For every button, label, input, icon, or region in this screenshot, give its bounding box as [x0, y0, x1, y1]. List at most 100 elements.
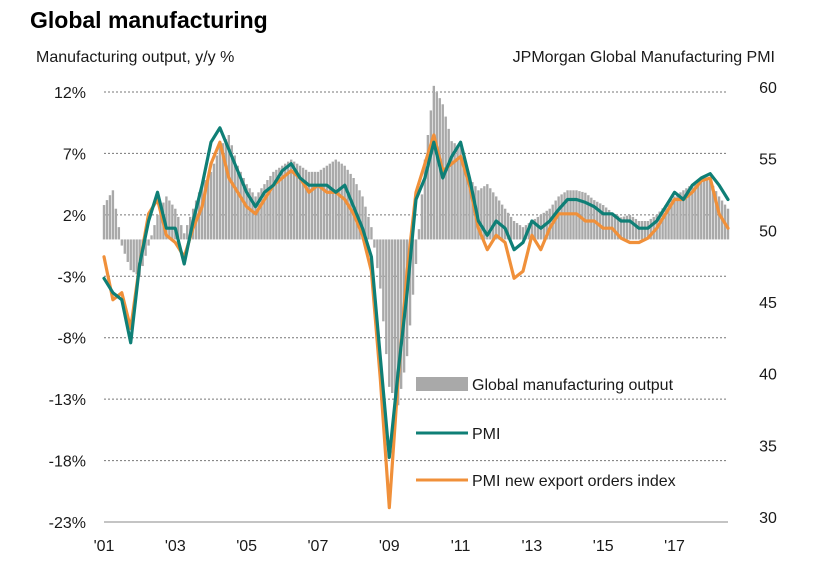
output-bar — [622, 216, 626, 240]
output-bar — [512, 221, 516, 240]
output-bar — [227, 135, 230, 240]
x-tick-label: '17 — [664, 538, 685, 555]
x-tick-label: '01 — [94, 538, 115, 555]
output-bar — [132, 239, 135, 273]
left-tick-label: -8% — [58, 331, 86, 348]
output-bar — [616, 215, 620, 240]
output-bar — [165, 196, 168, 240]
output-bar — [706, 179, 709, 240]
output-bar — [298, 165, 302, 240]
x-tick-label: '07 — [308, 538, 329, 555]
output-bar — [257, 192, 260, 240]
output-bar — [156, 214, 159, 240]
output-bar — [676, 194, 679, 240]
output-bar — [688, 186, 691, 240]
output-bar — [590, 197, 593, 240]
output-bar — [717, 196, 721, 240]
output-bar — [212, 163, 216, 240]
output-bar — [483, 186, 486, 240]
output-bar — [613, 214, 617, 240]
output-bar — [533, 218, 537, 240]
output-bar — [471, 182, 474, 240]
right-axis-title: JPMorgan Global Manufacturing PMI — [513, 49, 775, 66]
output-bar — [147, 239, 150, 246]
output-bar — [714, 191, 718, 240]
output-bar — [370, 227, 373, 240]
output-bar — [420, 194, 424, 240]
output-bar — [340, 163, 343, 240]
output-bar — [376, 239, 379, 269]
output-bar — [388, 239, 391, 387]
output-bar — [284, 163, 287, 240]
output-bar — [560, 194, 563, 240]
output-bar — [224, 139, 228, 240]
pmi-line — [102, 126, 730, 460]
output-bar — [295, 163, 299, 240]
output-bar — [117, 227, 121, 240]
output-bar — [637, 221, 641, 240]
output-bar — [444, 116, 447, 240]
output-bar — [150, 235, 153, 240]
output-bar — [652, 216, 655, 240]
output-bar — [447, 128, 450, 240]
output-bar — [278, 167, 281, 240]
output-bar — [203, 180, 207, 240]
output-bar — [391, 239, 394, 393]
output-bar — [379, 239, 382, 289]
output-bar — [108, 195, 112, 240]
output-bar — [120, 239, 124, 246]
output-bar — [304, 169, 308, 240]
x-tick-label: '15 — [593, 538, 614, 555]
output-bar — [171, 204, 174, 240]
output-bar — [703, 178, 706, 240]
output-bar — [260, 188, 263, 240]
output-bar — [521, 227, 525, 240]
output-bar — [604, 207, 608, 240]
output-bar — [486, 184, 489, 240]
output-bar — [307, 171, 311, 240]
output-bar — [495, 196, 498, 240]
output-bar — [287, 161, 290, 240]
output-bar — [700, 178, 703, 240]
output-bar — [180, 225, 183, 240]
output-bar — [177, 216, 180, 240]
output-bar — [263, 184, 266, 240]
output-bar — [628, 214, 632, 240]
legend-swatch-output — [416, 377, 468, 391]
output-bar — [245, 184, 248, 240]
output-bar — [450, 141, 453, 240]
x-tick-label: '03 — [165, 538, 186, 555]
output-bar — [248, 188, 251, 240]
left-tick-label: -18% — [49, 454, 86, 471]
output-bar — [435, 92, 438, 240]
output-bar — [456, 145, 459, 240]
right-axis-ticks: 60 55 50 45 40 35 30 — [759, 80, 777, 527]
output-bar — [114, 208, 118, 240]
output-bar — [129, 239, 132, 271]
output-bar — [239, 171, 242, 240]
output-bar — [254, 196, 257, 240]
export-orders-line — [102, 133, 730, 510]
output-bar — [144, 239, 147, 256]
output-bar — [664, 205, 667, 240]
output-bar — [557, 196, 560, 240]
output-bar — [322, 167, 326, 240]
gridlines — [104, 91, 728, 462]
output-bar — [385, 239, 388, 355]
output-bar — [646, 221, 649, 240]
output-bar — [548, 208, 551, 240]
output-bar — [218, 147, 222, 240]
output-bar — [619, 217, 623, 240]
right-tick-label: 55 — [759, 152, 777, 169]
output-bar — [411, 239, 415, 295]
output-bar — [625, 215, 629, 240]
x-tick-label: '09 — [379, 538, 400, 555]
output-bar — [290, 159, 293, 240]
output-bar — [313, 171, 317, 240]
output-bar — [640, 221, 644, 240]
output-bar — [269, 175, 272, 240]
left-axis-title: Manufacturing output, y/y % — [36, 49, 234, 66]
output-bar — [102, 205, 106, 240]
output-bar — [200, 184, 204, 240]
